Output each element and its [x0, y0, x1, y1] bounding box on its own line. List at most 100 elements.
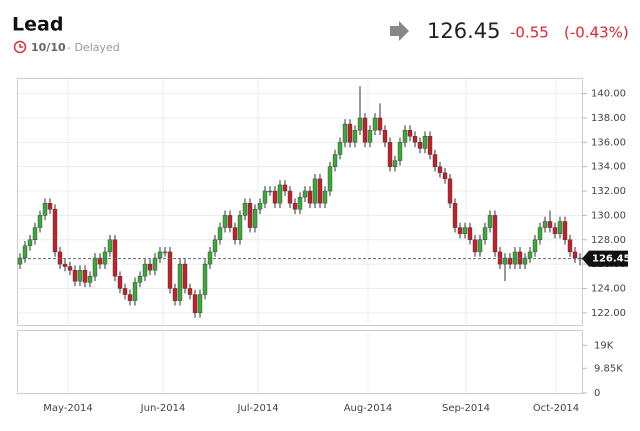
candle-body — [392, 160, 398, 167]
candle-body — [502, 257, 508, 265]
candle-body — [482, 227, 488, 240]
candle-body — [332, 154, 338, 167]
candle-body — [157, 251, 163, 259]
volume-panel — [17, 330, 583, 394]
candle-body — [422, 136, 428, 149]
candle-body — [342, 123, 348, 143]
candle-body — [512, 251, 518, 265]
candle-body — [362, 117, 368, 143]
change-pct: (-0.43%) — [564, 24, 629, 42]
candle-body — [67, 266, 73, 271]
candle-body — [432, 154, 438, 167]
candle-body — [457, 227, 463, 234]
candle-body — [72, 269, 78, 282]
candle-body — [182, 263, 188, 289]
candle-body — [202, 263, 208, 295]
candle-body — [322, 190, 328, 204]
y-tick-label: 122.00 — [591, 308, 626, 319]
candle-body — [312, 178, 318, 204]
candle-body — [387, 142, 393, 167]
candle-body — [37, 215, 43, 228]
candle-body — [572, 251, 578, 259]
candle-body — [267, 190, 273, 193]
candle-body — [97, 257, 103, 265]
candle-body — [77, 269, 83, 282]
candle-body — [142, 263, 148, 277]
candle-body — [122, 288, 128, 295]
candle-body — [282, 184, 288, 192]
candle-body — [547, 221, 553, 228]
candle-body — [292, 203, 298, 210]
candle-body — [347, 123, 353, 143]
candle-body — [447, 178, 453, 204]
x-tick-label: Aug-2014 — [344, 403, 393, 414]
candle-body — [107, 239, 113, 253]
candle-body — [222, 215, 228, 228]
x-tick-label: Oct-2014 — [533, 403, 579, 414]
candle-body — [567, 239, 573, 253]
candle-body — [462, 227, 468, 234]
candle-body — [372, 117, 378, 131]
candle-body — [82, 269, 88, 283]
price-panel — [17, 78, 583, 326]
candle-body — [62, 263, 68, 267]
candle-body — [552, 227, 558, 234]
candle-body — [272, 190, 278, 204]
candle-body — [352, 129, 358, 143]
candle-body — [527, 251, 533, 259]
candle-body — [87, 276, 93, 283]
change: -0.55 — [510, 24, 549, 42]
candle-body — [557, 221, 563, 234]
candle-body — [412, 136, 418, 143]
title: Lead — [12, 14, 63, 36]
candle-body — [287, 190, 293, 204]
candle-body — [32, 227, 38, 240]
candle-body — [302, 190, 308, 198]
candle-body — [212, 239, 218, 253]
candle-body — [22, 245, 28, 259]
candle-body — [277, 184, 283, 204]
candle-body — [467, 227, 473, 240]
candle-body — [132, 282, 138, 301]
y-tick-label: 132.00 — [591, 186, 626, 197]
candle-body — [242, 203, 248, 216]
candle-body — [252, 209, 258, 228]
candle-body — [117, 276, 123, 289]
candle-body — [507, 257, 513, 265]
date: 10/10 — [31, 41, 66, 54]
status: - Delayed — [67, 41, 120, 54]
candle-body — [17, 257, 23, 265]
candle-body — [147, 263, 153, 271]
x-tick-label: Jul-2014 — [236, 403, 278, 414]
candle-body — [162, 251, 168, 254]
candle-body — [377, 117, 383, 131]
candle-body — [57, 251, 63, 265]
y-tick-label: 128.00 — [591, 235, 626, 246]
candle-body — [402, 129, 408, 143]
candle-body — [262, 190, 268, 204]
candle-body — [192, 294, 198, 314]
candle-body — [427, 136, 433, 155]
candle-body — [407, 129, 413, 137]
candle-body — [172, 288, 178, 301]
candle-body — [477, 239, 483, 253]
candle-body — [337, 142, 343, 155]
candle-body — [27, 239, 33, 247]
candle-body — [227, 215, 233, 228]
candle-body — [92, 257, 98, 277]
candle-body — [152, 257, 158, 271]
candle-body — [327, 166, 333, 192]
candle-body — [437, 166, 443, 173]
volume-tick-label: 9.85K — [594, 363, 623, 374]
candle-body — [232, 227, 238, 240]
candle-body — [207, 251, 213, 265]
candle-body — [257, 203, 263, 210]
candle-body — [357, 117, 363, 131]
candle-body — [562, 221, 568, 240]
y-tick-label: 138.00 — [591, 113, 626, 124]
candle-body — [177, 263, 183, 301]
candle-body — [187, 288, 193, 295]
candle-body — [52, 209, 58, 253]
y-tick-label: 124.00 — [591, 283, 626, 294]
